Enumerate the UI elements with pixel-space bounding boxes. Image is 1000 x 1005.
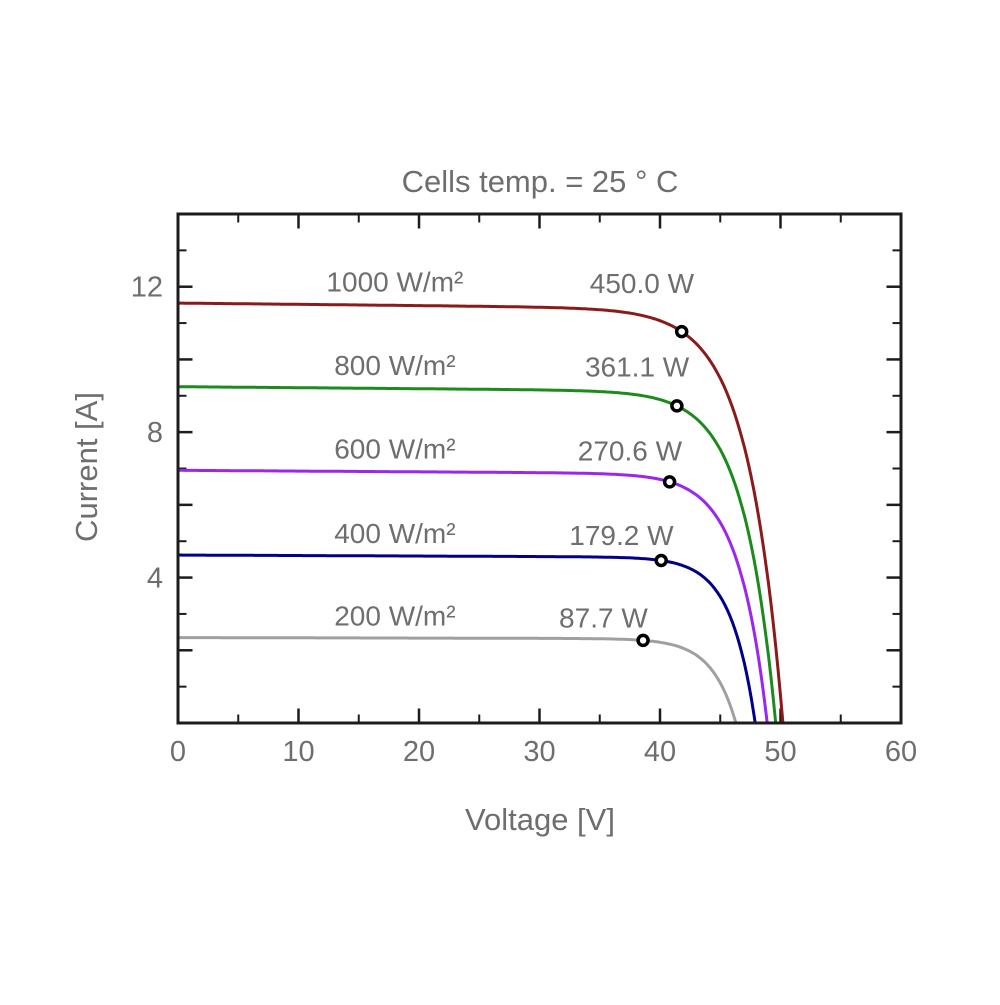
- y-tick-label: 12: [131, 272, 163, 304]
- y-tick-label: 8: [147, 417, 163, 449]
- power-label-1000: 450.0 W: [590, 268, 695, 299]
- x-tick-label: 0: [170, 736, 186, 768]
- x-tick-label: 60: [885, 736, 917, 768]
- x-axis-label: Voltage [V]: [465, 802, 615, 837]
- axis-ticks: [176, 215, 903, 722]
- x-tick-label: 40: [644, 736, 676, 768]
- iv-curves: [176, 301, 785, 725]
- iv-curve-200: [176, 636, 738, 725]
- irradiance-label-400: 400 W/m²: [334, 518, 455, 549]
- power-label-400: 179.2 W: [569, 520, 674, 551]
- irradiance-label-1000: 1000 W/m²: [326, 266, 463, 297]
- mpp-marker-200: [636, 633, 650, 648]
- power-label-600: 270.6 W: [578, 435, 683, 466]
- mpp-marker-800: [670, 399, 684, 413]
- x-tick-label: 50: [764, 736, 796, 768]
- axis-tick-labels: 0 10 20 30 40 50 60 4 8 12: [131, 272, 917, 768]
- irradiance-label-600: 600 W/m²: [334, 434, 455, 465]
- mpp-marker-600: [662, 475, 677, 489]
- x-tick-label: 30: [523, 736, 555, 768]
- plot-box: [176, 212, 903, 725]
- iv-curve-600: [176, 468, 769, 725]
- y-tick-label: 4: [147, 563, 163, 595]
- irradiance-label-200: 200 W/m²: [334, 601, 455, 632]
- chart-title: Cells temp. = 25 ° C: [402, 164, 679, 199]
- mpp-marker-1000: [674, 324, 689, 339]
- mpp-marker-400: [654, 553, 668, 568]
- iv-curve-1000: [176, 301, 785, 725]
- irradiance-label-800: 800 W/m²: [334, 350, 455, 381]
- curve-annotations: 1000 W/m² 450.0 W 800 W/m² 361.1 W 600 W/m² 2…: [326, 266, 695, 648]
- power-label-800: 361.1 W: [585, 352, 690, 383]
- x-tick-label: 20: [403, 736, 435, 768]
- y-axis-label: Current [A]: [69, 392, 104, 542]
- power-label-200: 87.7 W: [559, 603, 648, 634]
- x-tick-label: 10: [282, 736, 314, 768]
